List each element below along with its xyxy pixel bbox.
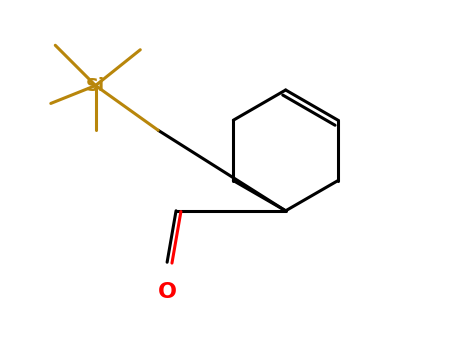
Text: Si: Si — [86, 77, 105, 95]
Text: O: O — [157, 282, 177, 302]
